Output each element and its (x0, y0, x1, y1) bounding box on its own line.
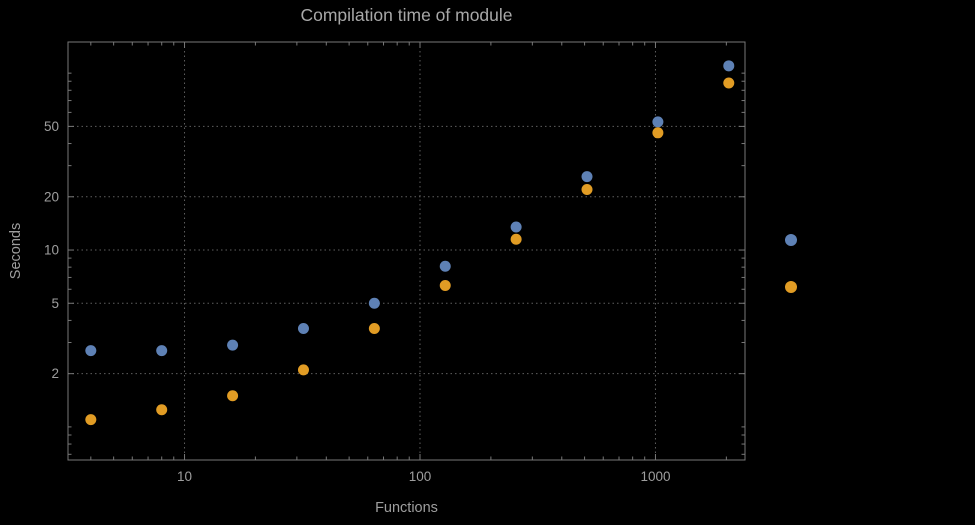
data-point-blue-series (439, 260, 451, 272)
data-point-blue-series (85, 345, 97, 357)
legend-marker-blue-series (785, 234, 797, 246)
data-point-orange-series (652, 127, 664, 139)
x-tick-label: 10 (177, 469, 192, 484)
data-point-orange-series (581, 183, 593, 195)
data-point-orange-series (368, 323, 380, 335)
y-tick-label: 5 (51, 296, 59, 311)
data-point-blue-series (652, 116, 664, 128)
y-tick-label: 2 (51, 366, 59, 381)
data-point-orange-series (85, 414, 97, 426)
data-point-orange-series (439, 280, 451, 292)
x-axis-label: Functions (375, 500, 438, 516)
y-tick-label: 10 (44, 243, 59, 258)
x-tick-label: 1000 (640, 469, 670, 484)
data-point-blue-series (227, 339, 239, 351)
data-point-blue-series (581, 171, 593, 183)
data-point-blue-series (297, 323, 309, 335)
y-axis-label: Seconds (8, 222, 24, 280)
data-point-orange-series (156, 404, 168, 416)
data-point-orange-series (723, 77, 735, 89)
legend-marker-orange-series (785, 281, 797, 293)
data-point-orange-series (510, 233, 522, 245)
y-tick-label: 20 (44, 189, 59, 204)
y-tick-label: 50 (44, 119, 59, 134)
data-point-orange-series (297, 364, 309, 376)
data-point-blue-series (723, 60, 735, 72)
data-point-blue-series (368, 297, 380, 309)
plot-frame (67, 41, 746, 461)
chart-title: Compilation time of module (300, 5, 513, 25)
data-point-blue-series (510, 221, 522, 233)
x-tick-label: 100 (409, 469, 432, 484)
data-point-blue-series (156, 345, 168, 357)
data-point-orange-series (227, 390, 239, 402)
